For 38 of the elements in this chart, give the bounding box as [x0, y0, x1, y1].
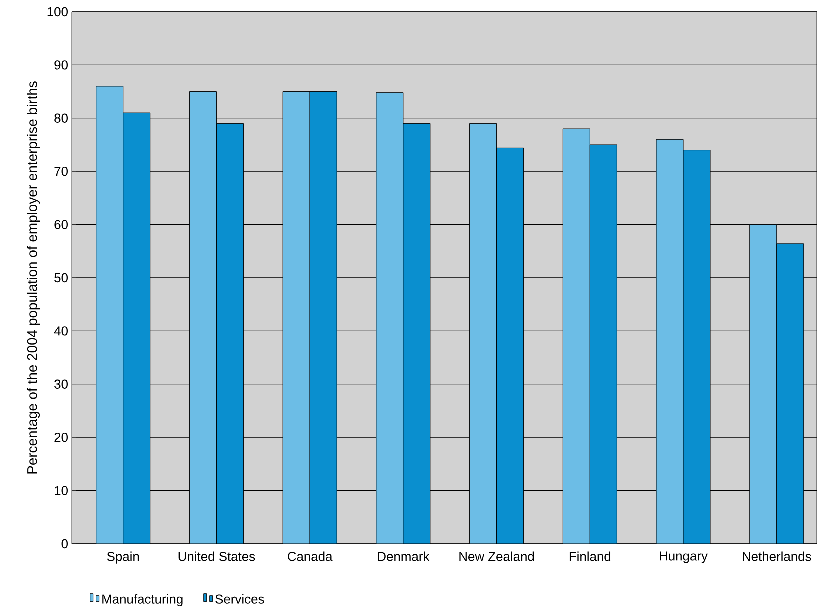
bar [310, 92, 338, 544]
bar [376, 92, 404, 544]
y-tick-label: 20 [54, 432, 68, 442]
bar [562, 128, 590, 544]
y-tick-label: 90 [54, 60, 68, 70]
bar [403, 123, 431, 544]
y-tick-label: 70 [54, 166, 68, 176]
x-tick-label: New Zealand [460, 552, 534, 562]
y-tick-label: 80 [54, 114, 68, 123]
legend-label: Services [216, 594, 264, 604]
y-tick-label: 30 [54, 380, 68, 389]
bar [470, 123, 498, 544]
x-tick-label: Spain [107, 552, 140, 564]
x-tick-label: Hungary [660, 552, 708, 564]
bar [776, 244, 804, 544]
x-tick-label: United States [178, 552, 256, 562]
x-tick-label: Canada [288, 552, 333, 562]
bar [590, 144, 618, 544]
bar [96, 86, 124, 544]
bar [656, 139, 684, 544]
bar [683, 150, 711, 544]
x-tick-label: Denmark [378, 552, 430, 562]
bar [123, 112, 151, 544]
y-tick-label: 60 [54, 220, 68, 230]
x-tick-label: Finland [570, 552, 611, 562]
y-tick-label: 0 [62, 539, 68, 549]
x-tick-label: Netherlands [743, 552, 812, 562]
y-tick-label: 100 [48, 7, 68, 17]
y-tick-label: 40 [54, 326, 68, 336]
y-tick-label: 10 [55, 486, 68, 496]
bar [189, 92, 217, 544]
bar [282, 92, 310, 544]
bar [750, 224, 778, 544]
legend-label: Manufacturing [102, 594, 183, 606]
bar [496, 148, 524, 544]
y-tick-label: 50 [54, 273, 68, 283]
y-axis-title: Percentage of the 2004 population of employer enterprise births [27, 82, 40, 474]
bar [216, 123, 244, 544]
